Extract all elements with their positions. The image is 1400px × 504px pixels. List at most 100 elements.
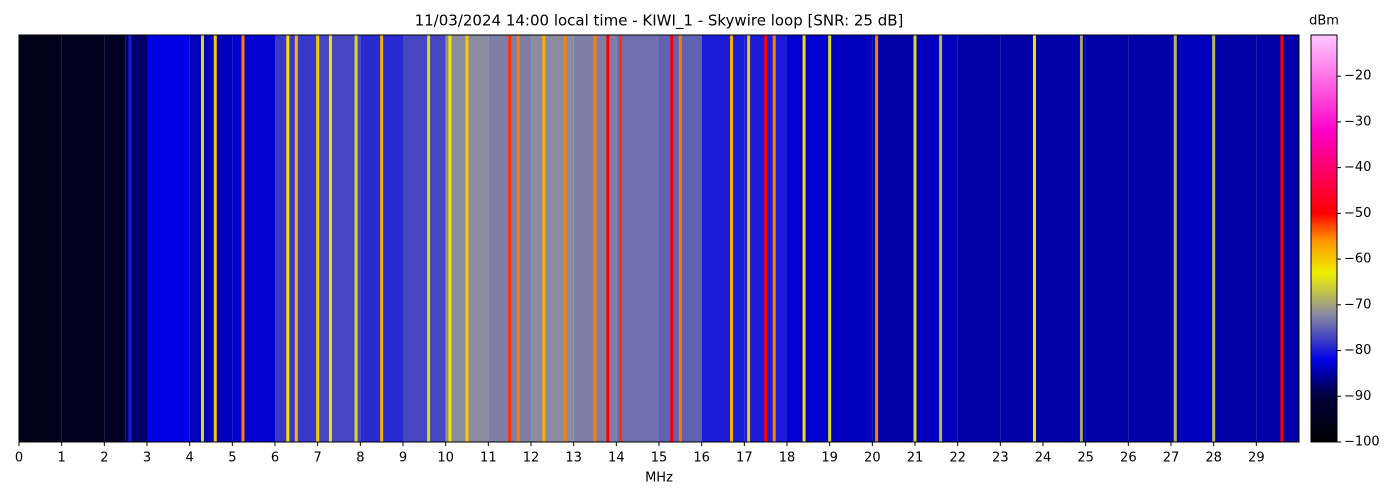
colorbar-tick-label: −80 xyxy=(1344,343,1371,358)
signal-trace xyxy=(764,35,768,442)
x-tick-label: 20 xyxy=(864,451,881,466)
signal-trace xyxy=(294,35,298,442)
x-tick-label: 7 xyxy=(314,451,322,466)
x-tick-label: 17 xyxy=(736,451,753,466)
x-tick-label: 9 xyxy=(399,451,407,466)
noise-cell xyxy=(787,35,830,442)
x-tick-label: 27 xyxy=(1163,451,1180,466)
noise-cell xyxy=(915,35,958,442)
noise-cell xyxy=(189,35,233,442)
noise-cell xyxy=(872,35,915,442)
noise-cell xyxy=(957,35,1001,442)
x-tick-label: 26 xyxy=(1120,451,1137,466)
x-tick-label: 24 xyxy=(1035,451,1052,466)
signal-trace xyxy=(465,35,469,442)
colorbar-tick-label: −50 xyxy=(1344,206,1371,221)
x-tick-label: 0 xyxy=(15,451,23,466)
signal-trace xyxy=(516,35,520,442)
noise-cell xyxy=(1085,35,1129,442)
noise-cell xyxy=(531,35,574,442)
signal-trace xyxy=(939,35,943,442)
x-tick-label: 2 xyxy=(100,451,108,466)
x-tick-label: 19 xyxy=(821,451,838,466)
signal-trace xyxy=(619,35,623,442)
noise-cell xyxy=(1213,35,1257,442)
noise-cell xyxy=(829,35,873,442)
signal-trace xyxy=(200,35,204,442)
noise-cell xyxy=(232,35,275,442)
colorbar-tick-label: −30 xyxy=(1344,114,1371,129)
signal-trace xyxy=(542,35,546,442)
x-tick-label: 5 xyxy=(228,451,236,466)
signal-trace xyxy=(427,35,431,442)
signal-trace xyxy=(213,35,217,442)
x-tick-label: 21 xyxy=(907,451,924,466)
x-axis-label: MHz xyxy=(645,471,673,486)
colorbar-tick-label: −20 xyxy=(1344,69,1371,84)
noise-cell xyxy=(317,35,361,442)
signal-trace xyxy=(828,35,832,442)
signal-trace xyxy=(606,35,610,442)
colorbar-tick-label: −90 xyxy=(1344,389,1371,404)
noise-cell xyxy=(701,35,745,442)
x-tick-label: 4 xyxy=(186,451,194,466)
colorbar-tick-label: −70 xyxy=(1344,297,1371,312)
x-tick-label: 28 xyxy=(1205,451,1222,466)
signal-trace xyxy=(1173,35,1177,442)
colorbar-tick-label: −40 xyxy=(1344,160,1371,175)
colorbar-tick-label: −100 xyxy=(1344,435,1380,450)
x-tick-label: 1 xyxy=(58,451,66,466)
signal-trace xyxy=(1280,35,1284,442)
x-tick-label: 14 xyxy=(608,451,625,466)
x-tick-label: 6 xyxy=(271,451,279,466)
x-tick-label: 15 xyxy=(651,451,668,466)
signal-trace xyxy=(128,35,132,442)
signal-trace xyxy=(354,35,358,442)
signal-trace xyxy=(678,35,682,442)
signal-trace xyxy=(875,35,879,442)
signal-trace xyxy=(380,35,384,442)
noise-cell xyxy=(104,35,126,442)
signal-trace xyxy=(802,35,806,442)
colorbar-label: dBm xyxy=(1309,14,1339,29)
signal-trace xyxy=(241,35,245,442)
x-tick-label: 25 xyxy=(1077,451,1094,466)
signal-trace xyxy=(286,35,290,442)
x-tick-label: 11 xyxy=(480,451,497,466)
x-tick-label: 8 xyxy=(356,451,364,466)
plot-area xyxy=(19,35,1299,442)
noise-cell xyxy=(147,35,190,442)
signal-trace xyxy=(913,35,917,442)
signal-trace xyxy=(1212,35,1216,442)
noise-cell xyxy=(1171,35,1214,442)
signal-trace xyxy=(593,35,597,442)
noise-cell xyxy=(403,35,446,442)
signal-trace xyxy=(747,35,751,442)
noise-cell xyxy=(1128,35,1171,442)
x-tick-label: 22 xyxy=(949,451,966,466)
x-tick-label: 10 xyxy=(437,451,454,466)
x-tick-label: 29 xyxy=(1248,451,1265,466)
x-tick-label: 18 xyxy=(779,451,796,466)
noise-cell xyxy=(61,35,105,442)
signal-trace xyxy=(1032,35,1036,442)
x-tick-label: 13 xyxy=(565,451,582,466)
chart-title: 11/03/2024 14:00 local time - KIWI_1 - S… xyxy=(415,12,904,31)
signal-trace xyxy=(448,35,452,442)
colorbar-tick-label: −60 xyxy=(1344,252,1371,267)
noise-cell xyxy=(616,35,659,442)
x-tick-label: 23 xyxy=(992,451,1009,466)
signal-trace xyxy=(670,35,674,442)
signal-trace xyxy=(1079,35,1083,442)
signal-trace xyxy=(563,35,567,442)
signal-trace xyxy=(328,35,332,442)
signal-trace xyxy=(772,35,776,442)
noise-cell xyxy=(1256,35,1299,442)
noise-cell xyxy=(19,35,62,442)
x-tick-label: 3 xyxy=(143,451,151,466)
x-tick-label: 12 xyxy=(523,451,540,466)
noise-cell xyxy=(1000,35,1043,442)
noise-cell xyxy=(1043,35,1086,442)
signal-trace xyxy=(316,35,320,442)
